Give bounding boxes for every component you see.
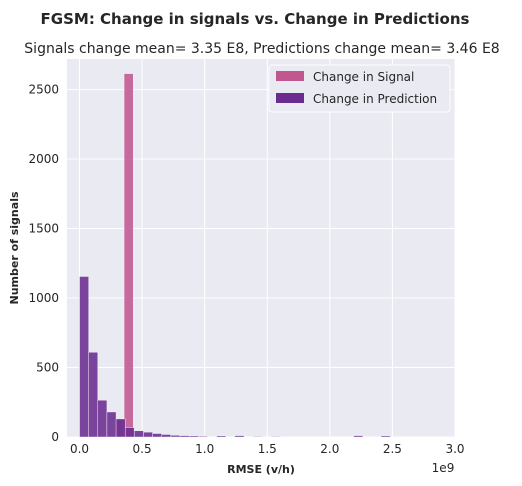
prediction-bar (353, 435, 363, 438)
x-tick-label: 0.5 (133, 442, 152, 456)
prediction-bar (143, 431, 153, 438)
y-tick-labels: 0 500 1000 1500 2000 2500 (28, 83, 59, 444)
y-tick-label: 500 (36, 361, 59, 375)
prediction-bar (271, 436, 281, 438)
prediction-bar (134, 430, 144, 438)
y-tick-label: 2500 (28, 83, 59, 97)
legend-swatch-signal (276, 71, 304, 81)
prediction-bar (188, 435, 199, 438)
x-axis-label: RMSE (v/h) (227, 463, 295, 476)
x-tick-label: 2.0 (320, 442, 339, 456)
prediction-bar (79, 276, 89, 438)
x-tick-label: 3.0 (445, 442, 464, 456)
x-tick-label: 1.5 (258, 442, 277, 456)
prediction-bars (79, 276, 446, 438)
legend-label-signal: Change in Signal (313, 70, 414, 84)
legend-label-prediction: Change in Prediction (313, 92, 437, 106)
prediction-bar (252, 436, 263, 438)
legend-swatch-prediction (276, 93, 304, 103)
prediction-bar (106, 411, 117, 438)
x-tick-label: 1.0 (195, 442, 214, 456)
signal-bar (123, 73, 134, 438)
plot-title: Signals change mean= 3.35 E8, Prediction… (24, 41, 499, 57)
y-tick-label: 2000 (28, 152, 59, 166)
prediction-bar (216, 435, 226, 438)
x-tick-label: 2.5 (383, 442, 402, 456)
x-tick-labels: 0.0 0.5 1.0 1.5 2.0 2.5 3.0 (70, 442, 465, 456)
prediction-bar (88, 352, 98, 438)
prediction-bar (234, 435, 245, 438)
prediction-bar (124, 427, 135, 438)
prediction-bar (380, 435, 391, 438)
x-offset-label: 1e9 (432, 461, 455, 475)
y-axis-label: Number of signals (8, 191, 21, 304)
figure-suptitle: FGSM: Change in signals vs. Change in Pr… (41, 10, 470, 28)
y-tick-label: 1000 (28, 291, 59, 305)
prediction-bar (198, 435, 208, 438)
prediction-bar (152, 433, 162, 438)
x-tick-label: 0.0 (70, 442, 89, 456)
y-tick-label: 0 (51, 430, 59, 444)
legend-box (268, 64, 451, 113)
prediction-bar (179, 435, 190, 438)
prediction-bar (161, 434, 172, 438)
prediction-bar (170, 435, 181, 438)
legend: Change in Signal Change in Prediction (268, 64, 451, 113)
prediction-bar (115, 418, 126, 438)
prediction-bar (97, 399, 108, 438)
y-tick-label: 1500 (28, 222, 59, 236)
